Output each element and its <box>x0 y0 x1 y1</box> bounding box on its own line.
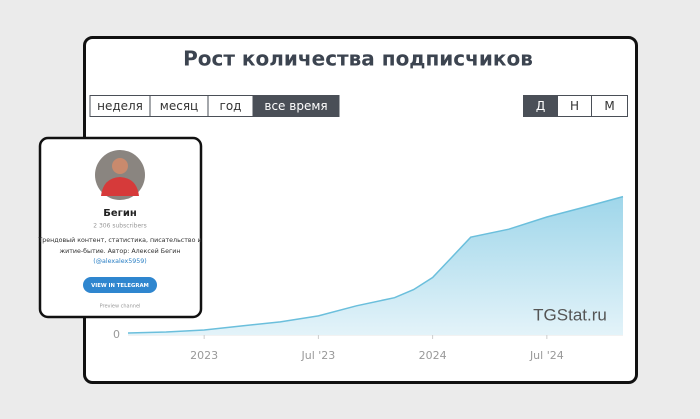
toggle-button-label[interactable]: М <box>604 99 614 113</box>
toggle-button-label[interactable]: год <box>220 99 242 113</box>
area <box>128 196 623 335</box>
x-tick-label: 2023 <box>190 349 218 362</box>
x-tick-label: Jul '23 <box>300 349 335 362</box>
x-tick-label: Jul '24 <box>529 349 564 362</box>
toggle-button-label[interactable]: Н <box>570 99 579 113</box>
channel-card <box>38 136 203 319</box>
toggle-button[interactable] <box>252 95 340 117</box>
watermark: TGStat.ru <box>533 305 607 324</box>
description: житие-бытие. Автор: Алексей Бегин <box>60 247 181 255</box>
toggle-button-label[interactable]: Д <box>536 99 545 113</box>
subscribers: 2 306 subscribers <box>93 223 146 230</box>
x-tick-label: 2024 <box>419 349 447 362</box>
line <box>127 195 624 334</box>
description: Трендовый контент, статистика, писательс… <box>37 236 201 244</box>
toggle-button-label[interactable]: неделя <box>97 99 143 113</box>
toggle-button-label[interactable]: все время <box>264 99 327 113</box>
telegram-button-label[interactable]: VIEW IN TELEGRAM <box>91 283 149 289</box>
toggle-button-label[interactable]: месяц <box>160 99 198 113</box>
telegram-button[interactable] <box>83 277 157 293</box>
y-tick-label: 0 <box>113 328 120 341</box>
channel-name: Бегин <box>103 208 137 219</box>
preview-link[interactable]: Preview channel <box>100 304 141 310</box>
avatar <box>95 150 145 200</box>
chart-title: Рост количества подписчиков <box>183 47 533 71</box>
toggle-button[interactable] <box>591 95 628 117</box>
channel-handle[interactable]: (@alexalex5959) <box>93 257 146 265</box>
